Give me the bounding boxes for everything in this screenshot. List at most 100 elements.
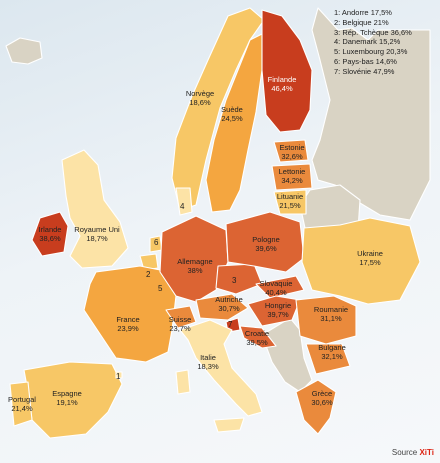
label-allemagne-value: 38% (187, 265, 203, 275)
label-lituanie-value: 21,5% (279, 200, 301, 210)
region-finlande (261, 9, 313, 133)
region-ukraine (301, 217, 421, 305)
marker-7: 7 (228, 320, 233, 329)
region-roumanie (295, 295, 357, 345)
label-bulgarie: Bulgarie 32,1% (310, 343, 354, 361)
label-espagne-value: 19,1% (56, 397, 78, 407)
label-allemagne: Allemagne 38% (170, 257, 220, 275)
label-france: France 23,9% (106, 315, 150, 333)
label-slovaquie-value: 40,4% (265, 287, 287, 297)
label-royaume-uni-value: 18,7% (86, 233, 108, 243)
source-credit: Source XiTi (392, 448, 434, 457)
source-prefix: Source (391, 448, 418, 457)
region-italie-sicile (213, 417, 245, 433)
label-hongrie: Hongrie 39,7% (254, 301, 302, 319)
label-grece: Grèce 30,6% (302, 389, 342, 407)
region-france (83, 265, 177, 363)
region-croatie (239, 325, 277, 349)
balkans-region (261, 317, 313, 393)
marker-2: 2 (146, 270, 151, 279)
region-autriche (195, 293, 249, 321)
label-ukraine: Ukraine 17,5% (346, 249, 394, 267)
region-lettonie (271, 163, 313, 191)
label-italie: Italie 18,3% (188, 353, 228, 371)
label-hongrie-name: Hongrie (264, 301, 292, 310)
region-bulgarie (305, 343, 351, 375)
legend-item: 7: Slovénie 47,9% (334, 66, 395, 76)
label-royaume-uni-name: Royaume Uni (74, 225, 120, 234)
region-danemark (175, 187, 193, 216)
legend-item: 3: Rép. Tchèque 36,6% (334, 27, 412, 37)
region-slovaquie (255, 275, 305, 299)
label-hongrie-value: 39,7% (267, 309, 289, 319)
label-estonie: Estonie 32,6% (270, 143, 314, 161)
label-suisse: Suisse 23,7% (160, 315, 200, 333)
label-italie-name: Italie (200, 353, 216, 362)
label-estonie-name: Estonie (279, 143, 305, 152)
label-grece-name: Grèce (311, 389, 333, 398)
label-finlande-name: Finlande (267, 75, 297, 84)
legend-item: 5: Luxembourg 20,3% (334, 47, 408, 57)
label-suede-name: Suède (221, 105, 243, 114)
region-italie (179, 319, 263, 417)
label-norvege-value: 18,6% (189, 97, 211, 107)
label-ukraine-value: 17,5% (359, 257, 381, 267)
label-allemagne-name: Allemagne (177, 257, 213, 266)
label-pologne-name: Pologne (252, 235, 280, 244)
label-slovaquie-name: Slovaquie (259, 279, 293, 288)
source-brand: XiTi (419, 448, 434, 457)
label-pologne-value: 39,6% (255, 243, 277, 253)
region-suisse (165, 305, 197, 329)
label-france-name: France (116, 315, 140, 324)
label-espagne: Espagne 19,1% (44, 389, 90, 407)
label-portugal-name: Portugal (8, 395, 36, 404)
region-royaume-uni (61, 149, 129, 269)
russia-region (311, 7, 431, 221)
marker-1: 1 (116, 372, 121, 381)
label-lituanie-name: Lituanie (276, 192, 304, 201)
label-irlande-name: Irlande (38, 225, 62, 234)
marker-4: 4 (180, 202, 185, 211)
label-bulgarie-name: Bulgarie (318, 343, 346, 352)
label-espagne-name: Espagne (52, 389, 82, 398)
region-estonie (273, 139, 309, 163)
label-portugal-value: 21,4% (11, 403, 33, 413)
label-france-value: 23,9% (117, 323, 139, 333)
label-ukraine-name: Ukraine (357, 249, 383, 258)
label-slovaquie: Slovaquie 40,4% (250, 279, 302, 297)
label-roumanie: Roumanie 31,1% (306, 305, 356, 323)
label-lettonie: Lettonie 34,2% (270, 167, 314, 185)
region-lituanie (273, 189, 307, 215)
label-portugal: Portugal 21,4% (2, 395, 42, 413)
label-roumanie-name: Roumanie (313, 305, 349, 314)
marker-6: 6 (154, 238, 159, 247)
label-suisse-name: Suisse (168, 315, 192, 324)
label-croatie-name: Croatie (244, 329, 270, 338)
label-finlande-value: 46,4% (271, 83, 293, 93)
label-bulgarie-value: 32,1% (321, 351, 343, 361)
label-pologne: Pologne 39,6% (242, 235, 290, 253)
label-norvege: Norvège 18,6% (176, 89, 224, 107)
label-lettonie-name: Lettonie (278, 167, 306, 176)
region-belgique (139, 253, 159, 271)
label-irlande: Irlande 38,6% (28, 225, 72, 243)
iceland-region (5, 37, 43, 65)
label-croatie: Croatie 39,5% (236, 329, 278, 347)
region-andorre (115, 371, 123, 379)
label-italie-value: 18,3% (197, 361, 219, 371)
region-grece (295, 379, 337, 435)
label-suede: Suède 24,5% (210, 105, 254, 123)
label-autriche-name: Autriche (215, 295, 243, 304)
label-suede-value: 24,5% (221, 113, 243, 123)
label-autriche-value: 30,7% (218, 303, 240, 313)
label-lituanie: Lituanie 21,5% (268, 192, 312, 210)
label-croatie-value: 39,5% (246, 337, 268, 347)
region-italie-sardaigne (175, 369, 191, 395)
region-hongrie (247, 295, 301, 327)
label-lettonie-value: 34,2% (281, 175, 303, 185)
label-finlande: Finlande 46,4% (258, 75, 306, 93)
region-pologne (225, 211, 305, 273)
legend-item: 2: Belgique 21% (334, 17, 389, 27)
label-estonie-value: 32,6% (281, 151, 303, 161)
